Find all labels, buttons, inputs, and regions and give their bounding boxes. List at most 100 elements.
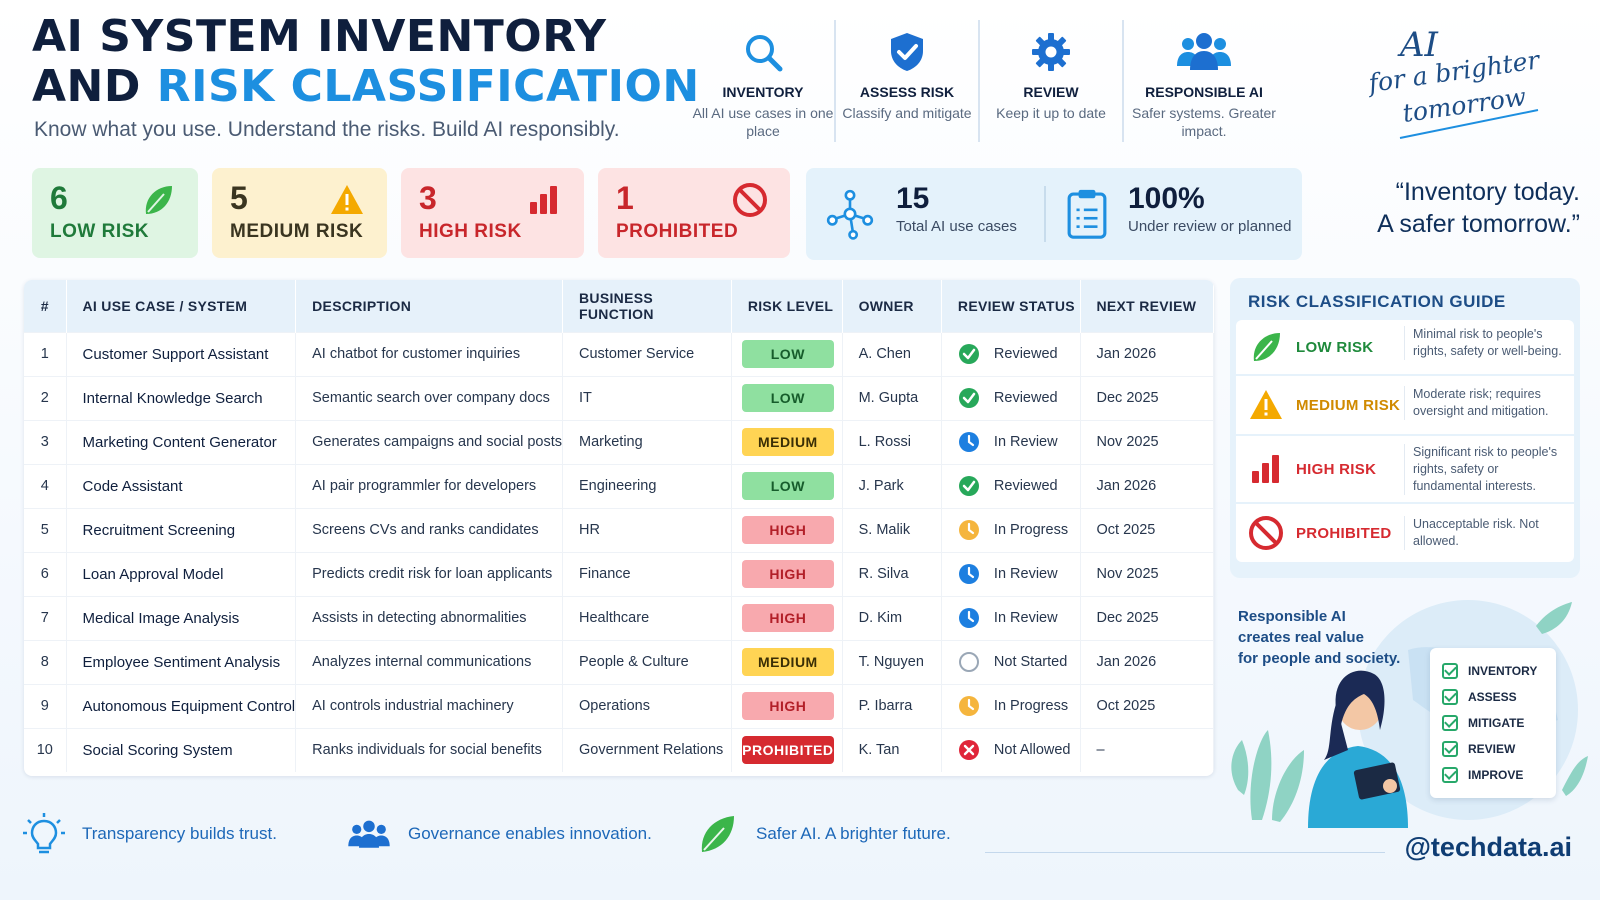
use-case-description: AI controls industrial machinery bbox=[295, 683, 564, 728]
checklist-label: INVENTORY bbox=[1468, 664, 1538, 678]
checklist-item: INVENTORY bbox=[1442, 658, 1544, 684]
row-number: 6 bbox=[24, 551, 67, 596]
kpi-label: PROHIBITED bbox=[616, 221, 739, 242]
guide-label: LOW RISK bbox=[1296, 339, 1374, 356]
step-desc: Classify and mitigate bbox=[842, 105, 972, 121]
checklist-item: MITIGATE bbox=[1442, 710, 1544, 736]
check-circle-icon bbox=[958, 387, 980, 409]
table-row[interactable]: 10 Social Scoring System Ranks individuals… bbox=[24, 727, 1214, 772]
title-line-2: AND RISK CLASSIFICATION bbox=[32, 62, 700, 112]
col-header-use-case: AI USE CASE / SYSTEM bbox=[66, 280, 297, 332]
guide-row-prohibited: PROHIBITED Unacceptable risk. Not allowe… bbox=[1236, 504, 1574, 562]
gear-icon bbox=[1032, 33, 1070, 71]
use-case-description: AI chatbot for customer inquiries bbox=[295, 331, 564, 376]
col-header-business-function: BUSINESS FUNCTION bbox=[562, 280, 732, 332]
use-case-name: Social Scoring System bbox=[66, 727, 297, 772]
next-review: Nov 2025 bbox=[1080, 551, 1214, 596]
kpi-count: 1 bbox=[616, 180, 634, 216]
bar-chart-icon bbox=[530, 186, 557, 214]
lightbulb-icon bbox=[23, 813, 65, 854]
risk-badge: LOW bbox=[741, 340, 834, 368]
risk-level-cell: HIGH bbox=[731, 595, 843, 640]
guide-title: RISK CLASSIFICATION GUIDE bbox=[1248, 292, 1506, 311]
risk-classification-guide: RISK CLASSIFICATION GUIDE LOW RISK Minim… bbox=[1230, 278, 1580, 578]
clock-icon bbox=[958, 519, 980, 541]
use-case-name: Marketing Content Generator bbox=[66, 419, 297, 464]
kpi-medium-risk: 5 MEDIUM RISK bbox=[212, 168, 387, 258]
risk-level-cell: HIGH bbox=[731, 683, 843, 728]
table-row[interactable]: 8 Employee Sentiment Analysis Analyzes int… bbox=[24, 639, 1214, 684]
footer-governance: Governance enables innovation. bbox=[346, 812, 652, 856]
step-title: ASSESS RISK bbox=[859, 84, 955, 100]
ra-line-3: for people and society. bbox=[1238, 650, 1401, 667]
risk-badge: HIGH bbox=[741, 560, 834, 588]
table-row[interactable]: 7 Medical Image Analysis Assists in detect… bbox=[24, 595, 1214, 640]
summary-total: 15 Total AI use cases bbox=[896, 182, 1017, 235]
guide-desc: Moderate risk; requires oversight and mi… bbox=[1404, 386, 1569, 420]
prohibited-icon bbox=[1249, 516, 1283, 550]
business-function: Marketing bbox=[562, 419, 732, 464]
risk-level-cell: LOW bbox=[731, 331, 843, 376]
responsible-ai-message: Responsible AI creates real value for pe… bbox=[1238, 606, 1408, 669]
bar-chart-icon bbox=[1252, 455, 1279, 483]
footer-transparency: Transparency builds trust. bbox=[22, 812, 277, 856]
col-header-review-status: REVIEW STATUS bbox=[941, 280, 1081, 332]
risk-badge: HIGH bbox=[741, 692, 834, 720]
risk-level-cell: PROHIBITED bbox=[731, 727, 843, 772]
clipboard-icon bbox=[1067, 189, 1107, 239]
row-number: 10 bbox=[24, 727, 67, 772]
next-review: Dec 2025 bbox=[1080, 595, 1214, 640]
guide-desc: Unacceptable risk. Not allowed. bbox=[1404, 516, 1569, 550]
review-status-label: In Review bbox=[993, 434, 1058, 450]
risk-badge: LOW bbox=[741, 472, 834, 500]
page-subtitle: Know what you use. Understand the risks.… bbox=[34, 118, 620, 141]
step-desc: Safer systems. Greater impact. bbox=[1132, 105, 1276, 139]
page-title: AI SYSTEM INVENTORY AND RISK CLASSIFICAT… bbox=[32, 12, 700, 112]
row-number: 7 bbox=[24, 595, 67, 640]
kpi-label: LOW RISK bbox=[50, 221, 149, 242]
table-row[interactable]: 5 Recruitment Screening Screens CVs and ra… bbox=[24, 507, 1214, 552]
business-function: People & Culture bbox=[562, 639, 732, 684]
quote-line-2: A safer tomorrow.” bbox=[1377, 210, 1580, 238]
review-status-label: In Review bbox=[993, 610, 1058, 626]
row-number: 8 bbox=[24, 639, 67, 684]
check-circle-icon bbox=[958, 475, 980, 497]
table-header-row: # AI USE CASE / SYSTEM DESCRIPTION BUSIN… bbox=[24, 280, 1214, 332]
review-status-cell: In Review bbox=[941, 595, 1081, 640]
kpi-low-risk: 6 LOW RISK bbox=[32, 168, 198, 258]
review-status-cell: In Progress bbox=[941, 507, 1081, 552]
table-row[interactable]: 6 Loan Approval Model Predicts credit risk… bbox=[24, 551, 1214, 596]
review-status-label: In Progress bbox=[993, 698, 1069, 714]
table-row[interactable]: 3 Marketing Content Generator Generates ca… bbox=[24, 419, 1214, 464]
next-review: Jan 2026 bbox=[1080, 463, 1214, 508]
use-case-description: Predicts credit risk for loan applicants bbox=[295, 551, 564, 596]
title-accent: RISK CLASSIFICATION bbox=[156, 61, 700, 112]
x-circle-icon bbox=[958, 739, 980, 761]
review-status-cell: Reviewed bbox=[941, 331, 1081, 376]
review-status-cell: Not Allowed bbox=[941, 727, 1081, 772]
use-case-name: Code Assistant bbox=[66, 463, 297, 508]
summary-total-label: Total AI use cases bbox=[896, 218, 1017, 235]
step-assess: ASSESS RISK Classify and mitigate bbox=[836, 20, 980, 142]
leaf-icon bbox=[1253, 333, 1280, 361]
next-review: – bbox=[1080, 727, 1214, 772]
review-status-label: Reviewed bbox=[993, 478, 1058, 494]
owner: M. Gupta bbox=[842, 375, 942, 420]
business-function: Engineering bbox=[562, 463, 732, 508]
social-handle[interactable]: @techdata.ai bbox=[1404, 832, 1572, 862]
owner: D. Kim bbox=[842, 595, 942, 640]
use-case-description: Generates campaigns and social posts bbox=[295, 419, 564, 464]
review-status-cell: In Progress bbox=[941, 683, 1081, 728]
clock-icon bbox=[958, 607, 980, 629]
summary-review-label: Under review or planned bbox=[1128, 218, 1292, 235]
checklist-item: ASSESS bbox=[1442, 684, 1544, 710]
table-row[interactable]: 4 Code Assistant AI pair programmler for d… bbox=[24, 463, 1214, 508]
person-with-tablet bbox=[1308, 670, 1408, 828]
risk-badge: HIGH bbox=[741, 516, 834, 544]
table-row[interactable]: 2 Internal Knowledge Search Semantic searc… bbox=[24, 375, 1214, 420]
table-row[interactable]: 1 Customer Support Assistant AI chatbot fo… bbox=[24, 331, 1214, 376]
ra-line-2: creates real value bbox=[1238, 629, 1364, 646]
business-function: Government Relations bbox=[562, 727, 732, 772]
table-row[interactable]: 9 Autonomous Equipment Control AI controls… bbox=[24, 683, 1214, 728]
risk-badge: PROHIBITED bbox=[741, 736, 834, 765]
